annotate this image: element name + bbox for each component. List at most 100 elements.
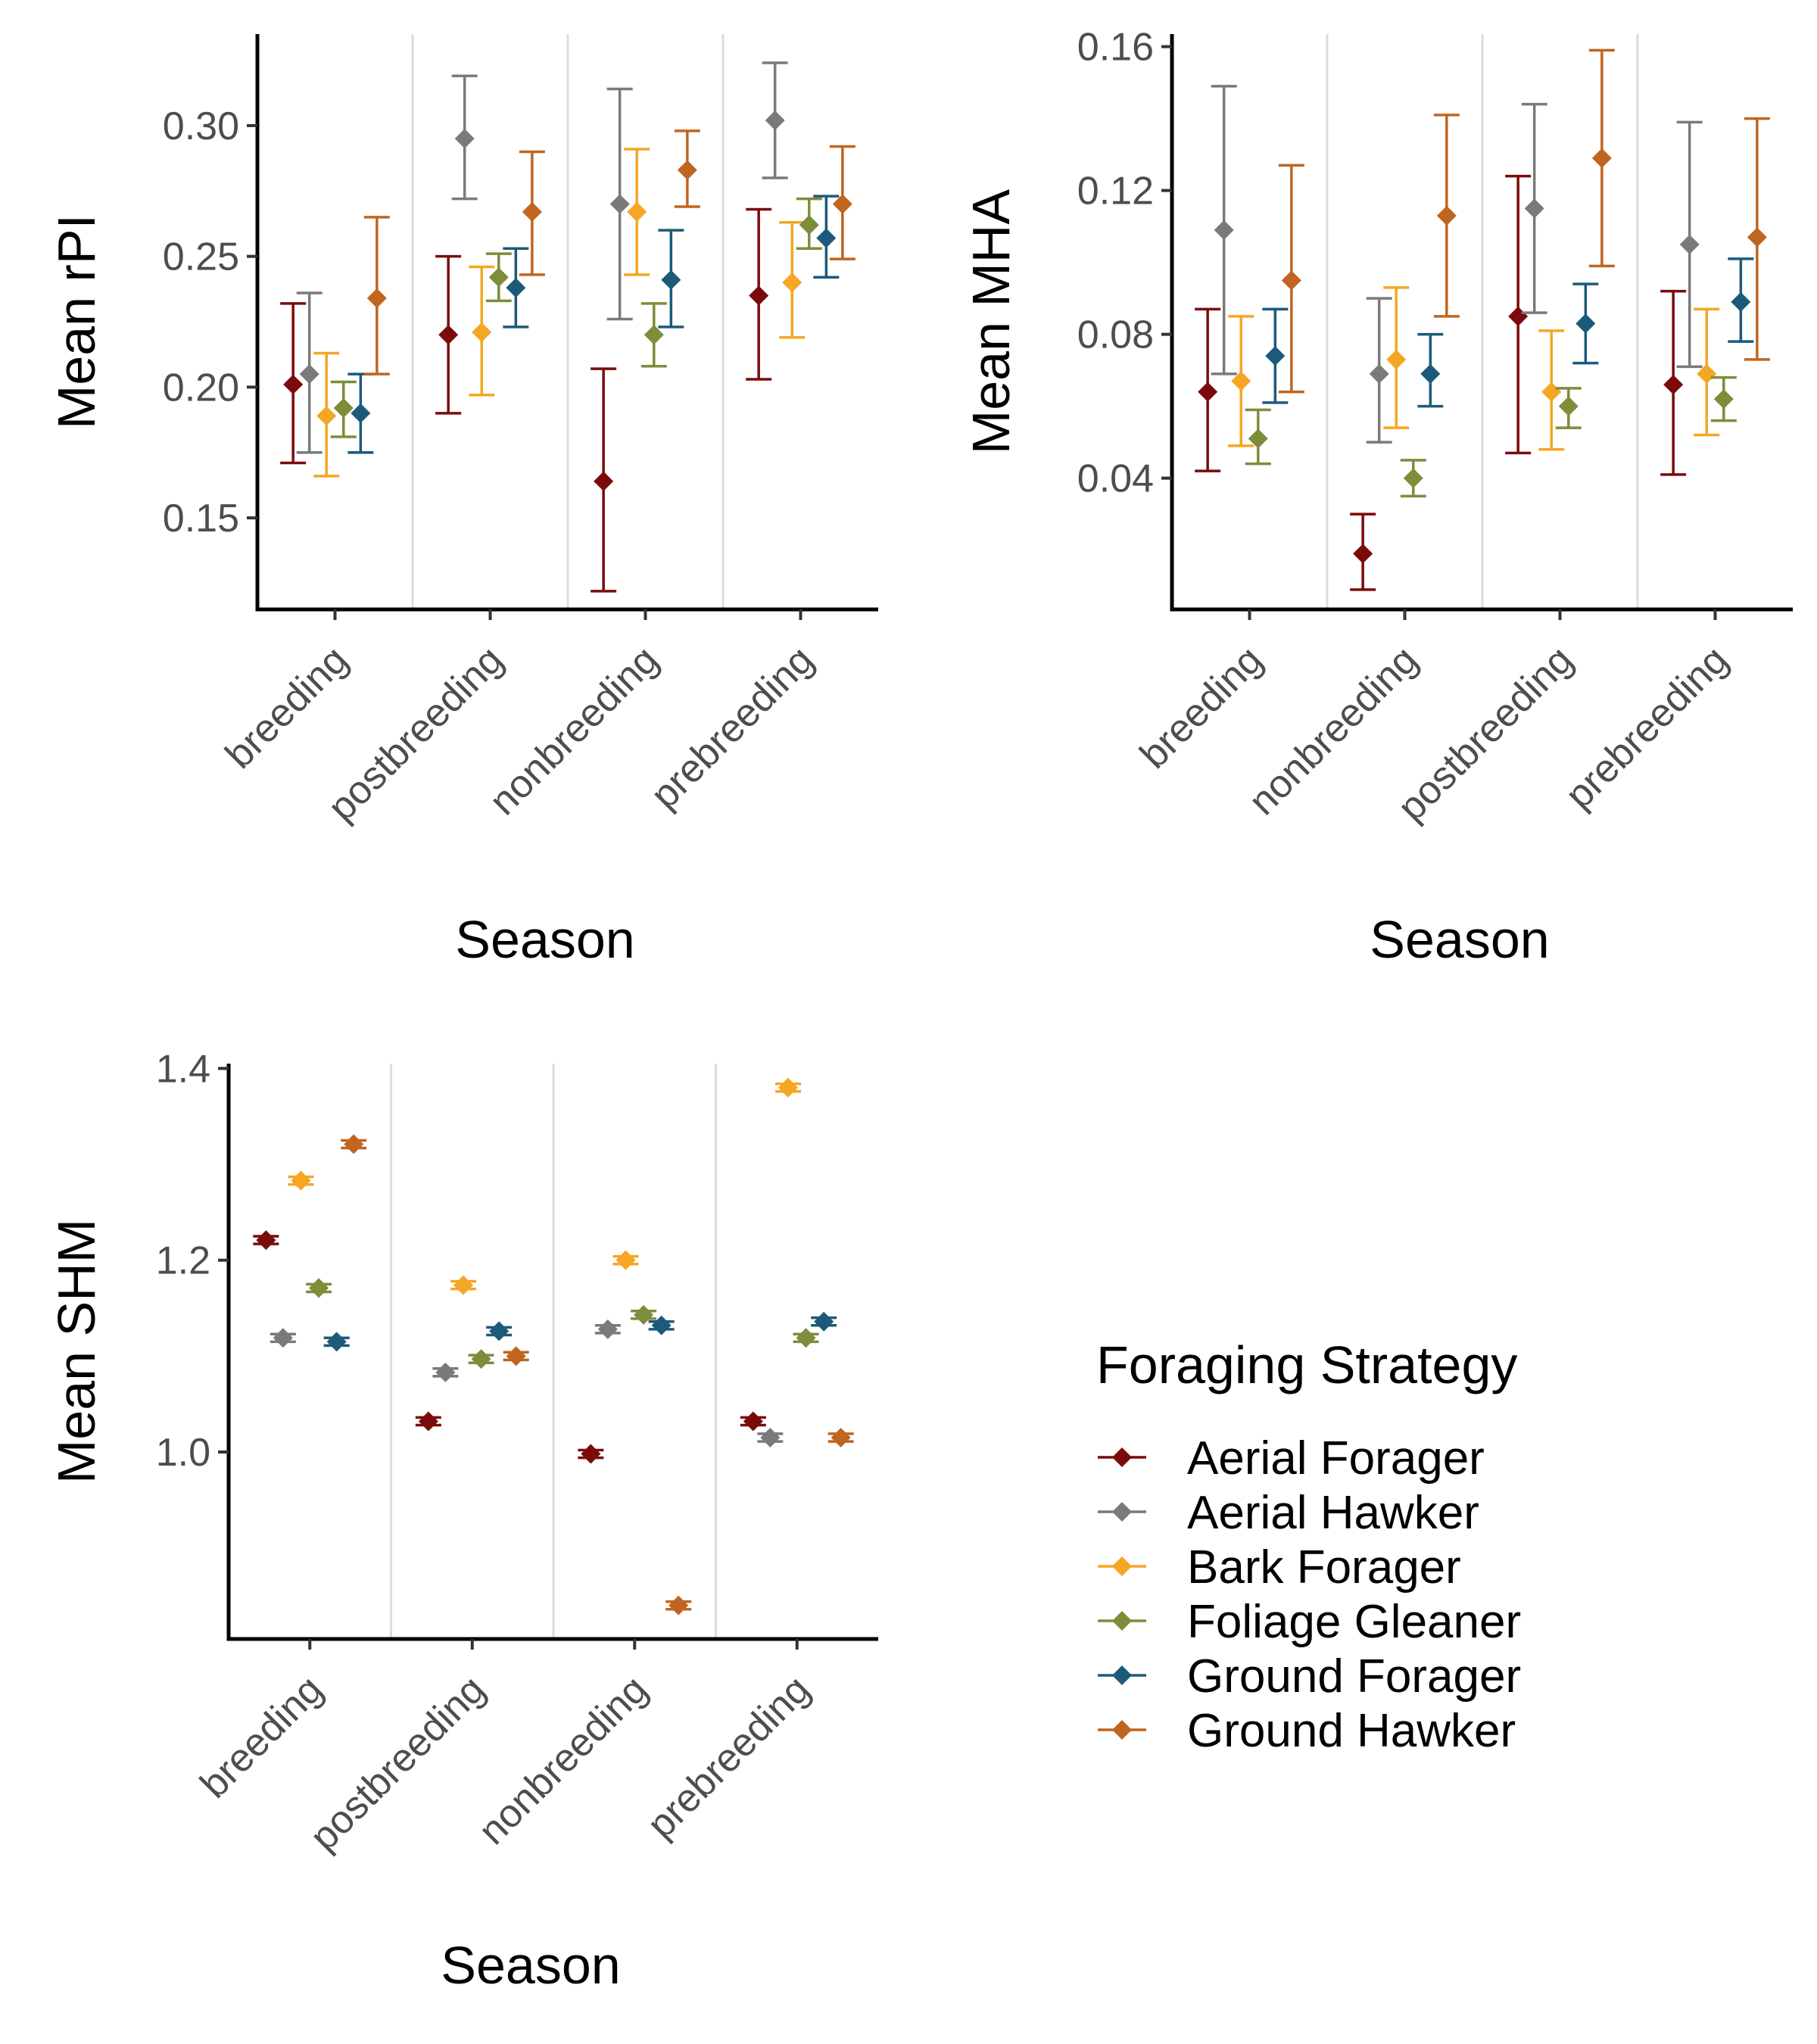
legend-item-foliage-gleaner: Foliage Gleaner <box>1098 1596 1521 1648</box>
point-bark-forager-postbreeding <box>453 1275 473 1295</box>
y-tick-label-2: 0.12 <box>1077 170 1154 213</box>
legend-key-diamond <box>1112 1502 1132 1522</box>
point-foliage-gleaner-postbreeding <box>488 267 509 288</box>
point-ground-hawker-postbreeding <box>1591 148 1612 168</box>
legend-item-ground-hawker: Ground Hawker <box>1098 1705 1516 1757</box>
legend-label: Aerial Forager <box>1187 1432 1485 1485</box>
point-ground-hawker-prebreeding <box>832 194 852 214</box>
point-ground-hawker-postbreeding <box>522 201 542 222</box>
point-aerial-hawker-prebreeding <box>1679 234 1700 254</box>
x-tick-label-prebreeding: prebreeding <box>1557 637 1737 817</box>
legend-item-aerial-forager: Aerial Forager <box>1098 1432 1485 1485</box>
series-bark-forager <box>313 148 806 478</box>
x-tick-label-nonbreeding: nonbreeding <box>470 1667 656 1852</box>
point-aerial-hawker-breeding <box>1214 220 1234 240</box>
point-bark-forager-breeding <box>1231 371 1251 391</box>
y-axis-title: Mean rPI <box>47 214 106 429</box>
panel-mean-mha: 0.040.080.120.16breedingnonbreedingpostb… <box>961 26 1793 969</box>
x-tick-label-breeding: breeding <box>1132 637 1271 777</box>
point-ground-forager-prebreeding <box>816 228 837 248</box>
point-ground-forager-breeding <box>351 403 371 423</box>
panel-mean-rpi: 0.150.200.250.30breedingpostbreedingnonb… <box>47 34 878 969</box>
x-tick-label-breeding: breeding <box>192 1667 332 1806</box>
series-ground-hawker <box>363 129 856 375</box>
point-ground-hawker-nonbreeding <box>1436 205 1457 226</box>
point-ground-hawker-breeding <box>344 1134 364 1154</box>
legend-label: Foliage Gleaner <box>1187 1596 1521 1648</box>
point-foliage-gleaner-postbreeding <box>1558 396 1579 416</box>
point-bark-forager-postbreeding <box>1541 382 1562 402</box>
x-tick-label-prebreeding: prebreeding <box>639 1667 818 1846</box>
legend-key-diamond <box>1112 1665 1132 1685</box>
y-tick-label-1: 0.08 <box>1077 313 1154 357</box>
y-tick-label-0: 0.04 <box>1077 457 1154 501</box>
point-aerial-forager-breeding <box>283 374 304 394</box>
point-aerial-hawker-breeding <box>299 364 319 385</box>
legend-label: Aerial Hawker <box>1187 1487 1479 1539</box>
point-foliage-gleaner-nonbreeding <box>1403 468 1423 488</box>
legend-label: Bark Forager <box>1187 1541 1461 1594</box>
point-aerial-forager-prebreeding <box>743 1411 763 1432</box>
series-foliage-gleaner <box>330 197 822 438</box>
point-ground-forager-nonbreeding <box>651 1315 672 1335</box>
point-ground-hawker-postbreeding <box>506 1346 526 1366</box>
point-ground-hawker-nonbreeding <box>677 160 697 180</box>
x-tick-label-postbreeding: postbreeding <box>302 1667 494 1859</box>
point-aerial-forager-breeding <box>256 1230 276 1251</box>
y-tick-label-1: 1.2 <box>156 1239 210 1283</box>
point-ground-hawker-breeding <box>366 288 387 308</box>
point-ground-forager-postbreeding <box>1575 313 1596 334</box>
x-tick-label-nonbreeding: nonbreeding <box>482 637 667 823</box>
legend-key-diamond <box>1112 1611 1132 1631</box>
point-ground-hawker-prebreeding <box>1747 227 1767 248</box>
point-bark-forager-prebreeding <box>778 1077 798 1098</box>
point-ground-hawker-nonbreeding <box>669 1595 689 1616</box>
series-ground-forager <box>323 1311 837 1352</box>
point-aerial-hawker-nonbreeding <box>609 194 630 214</box>
series-ground-hawker <box>341 1134 854 1616</box>
series-aerial-hawker <box>1211 85 1703 444</box>
legend-key-diamond <box>1112 1556 1132 1576</box>
point-aerial-hawker-prebreeding <box>765 111 785 130</box>
series-aerial-forager <box>280 207 772 593</box>
point-foliage-gleaner-prebreeding <box>799 215 819 235</box>
point-ground-forager-breeding <box>1265 346 1286 366</box>
point-aerial-forager-postbreeding <box>1508 306 1529 326</box>
series-ground-hawker <box>1278 48 1770 394</box>
point-aerial-forager-nonbreeding <box>1353 544 1373 564</box>
legend-title: Foraging Strategy <box>1096 1335 1517 1394</box>
point-bark-forager-nonbreeding <box>1386 349 1407 369</box>
point-ground-forager-postbreeding <box>506 278 526 298</box>
point-bark-forager-breeding <box>316 406 337 426</box>
point-aerial-hawker-breeding <box>273 1328 293 1348</box>
point-aerial-hawker-postbreeding <box>1524 198 1544 219</box>
point-foliage-gleaner-breeding <box>333 398 354 418</box>
series-aerial-hawker <box>270 1319 784 1447</box>
y-axis-title: Mean SHM <box>47 1219 106 1484</box>
legend-key-diamond <box>1112 1720 1132 1740</box>
series-ground-forager <box>348 195 840 454</box>
x-axis-title: Season <box>455 910 634 969</box>
point-bark-forager-postbreeding <box>472 322 492 342</box>
point-foliage-gleaner-nonbreeding <box>644 325 664 345</box>
point-aerial-forager-breeding <box>1198 382 1218 402</box>
y-tick-label-0: 1.0 <box>156 1431 210 1475</box>
point-bark-forager-nonbreeding <box>627 201 647 222</box>
legend-label: Ground Forager <box>1187 1650 1521 1703</box>
point-ground-hawker-breeding <box>1281 270 1301 291</box>
point-foliage-gleaner-postbreeding <box>471 1349 491 1369</box>
y-tick-label-0: 0.15 <box>163 497 239 541</box>
series-aerial-forager <box>1195 174 1687 591</box>
point-bark-forager-breeding <box>291 1170 311 1191</box>
point-aerial-hawker-postbreeding <box>435 1362 456 1382</box>
point-foliage-gleaner-breeding <box>1248 428 1268 449</box>
point-aerial-hawker-postbreeding <box>454 129 475 149</box>
y-tick-label-2: 0.25 <box>163 235 239 279</box>
y-tick-label-3: 0.30 <box>163 104 239 148</box>
series-aerial-hawker <box>296 61 788 454</box>
point-foliage-gleaner-prebreeding <box>1713 389 1734 410</box>
point-aerial-forager-postbreeding <box>438 325 459 345</box>
point-ground-forager-prebreeding <box>814 1311 834 1332</box>
series-ground-forager <box>1262 257 1754 408</box>
